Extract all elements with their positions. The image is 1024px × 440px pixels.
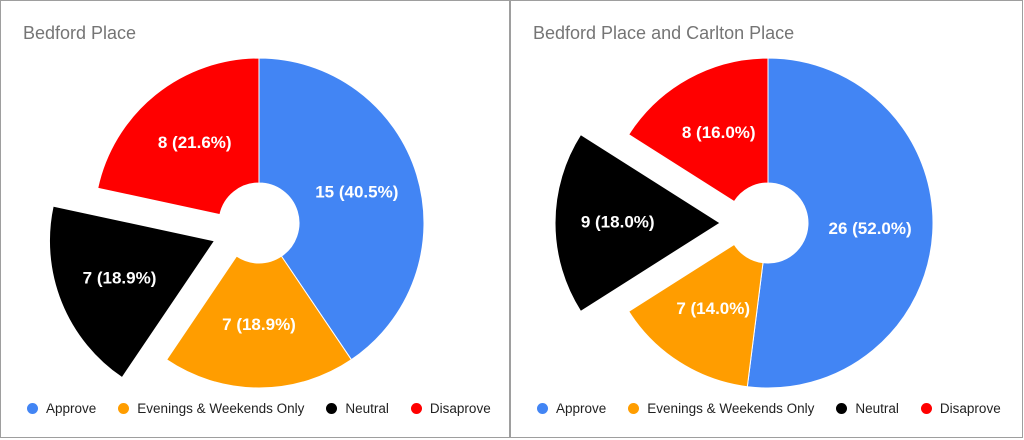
data-label-neutral: 7 (18.9%)	[83, 269, 157, 288]
donut-hole	[219, 183, 299, 263]
donut-hole	[728, 183, 808, 263]
legend-item-neutral[interactable]: Neutral	[326, 401, 389, 416]
legend-swatch-approve	[537, 403, 548, 414]
legend-item-disaprove[interactable]: Disaprove	[920, 401, 1001, 416]
legend-label: Approve	[556, 401, 607, 416]
legend-item-approve[interactable]: Approve	[537, 401, 606, 416]
legend-label: Evenings & Weekends Only	[137, 401, 305, 416]
chart-title: Bedford Place and Carlton Place	[533, 23, 795, 43]
chart-panel-bedford-carlton-place: Bedford Place and Carlton Place 26 (52.0…	[510, 0, 1023, 438]
legend-swatch-evenings-weekends	[118, 403, 130, 414]
legend-swatch-evenings-weekends	[628, 403, 640, 414]
legend-swatch-neutral	[836, 403, 848, 414]
data-label-disaprove: 8 (21.6%)	[158, 133, 232, 152]
data-label-neutral: 9 (18.0%)	[581, 212, 655, 231]
data-label-approve: 15 (40.5%)	[315, 183, 398, 202]
data-label-evenings-weekends: 7 (14.0%)	[676, 299, 750, 318]
data-label-disaprove: 8 (16.0%)	[682, 123, 756, 142]
legend-label: Evenings & Weekends Only	[647, 401, 815, 416]
pie-chart: 26 (52.0%) 7 (14.0%) 9 (18.0%) 8 (16.0%)	[554, 57, 934, 389]
pie-slice-neutral[interactable]	[49, 205, 216, 379]
chart-panel-bedford-place: Bedford Place 15 (40.5%) 7 (18.9%) 7 (18.9…	[0, 0, 510, 438]
data-label-approve: 26 (52.0%)	[829, 219, 912, 238]
chart-title: Bedford Place	[23, 23, 137, 43]
legend-item-approve[interactable]: Approve	[27, 401, 96, 416]
legend-swatch-neutral	[326, 403, 338, 414]
data-label-evenings-weekends: 7 (18.9%)	[222, 315, 296, 334]
legend-swatch-disaprove	[920, 403, 932, 414]
legend-item-evenings-weekends[interactable]: Evenings & Weekends Only	[118, 401, 304, 416]
legend-item-evenings-weekends[interactable]: Evenings & Weekends Only	[628, 401, 814, 416]
pie-slice-neutral[interactable]	[554, 133, 721, 313]
pie-chart: 15 (40.5%) 7 (18.9%) 7 (18.9%) 8 (21.6%)	[49, 57, 425, 389]
legend: Approve Evenings & Weekends Only Neutral…	[27, 401, 491, 416]
legend-label: Neutral	[345, 401, 389, 416]
legend-label: Disaprove	[939, 401, 1001, 416]
legend-item-disaprove[interactable]: Disaprove	[410, 401, 491, 416]
legend-label: Neutral	[855, 401, 899, 416]
legend: Approve Evenings & Weekends Only Neutral…	[537, 401, 1001, 416]
legend-swatch-approve	[27, 403, 38, 414]
legend-swatch-disaprove	[410, 403, 422, 414]
legend-item-neutral[interactable]: Neutral	[836, 401, 899, 416]
legend-label: Approve	[46, 401, 97, 416]
legend-label: Disaprove	[429, 401, 491, 416]
